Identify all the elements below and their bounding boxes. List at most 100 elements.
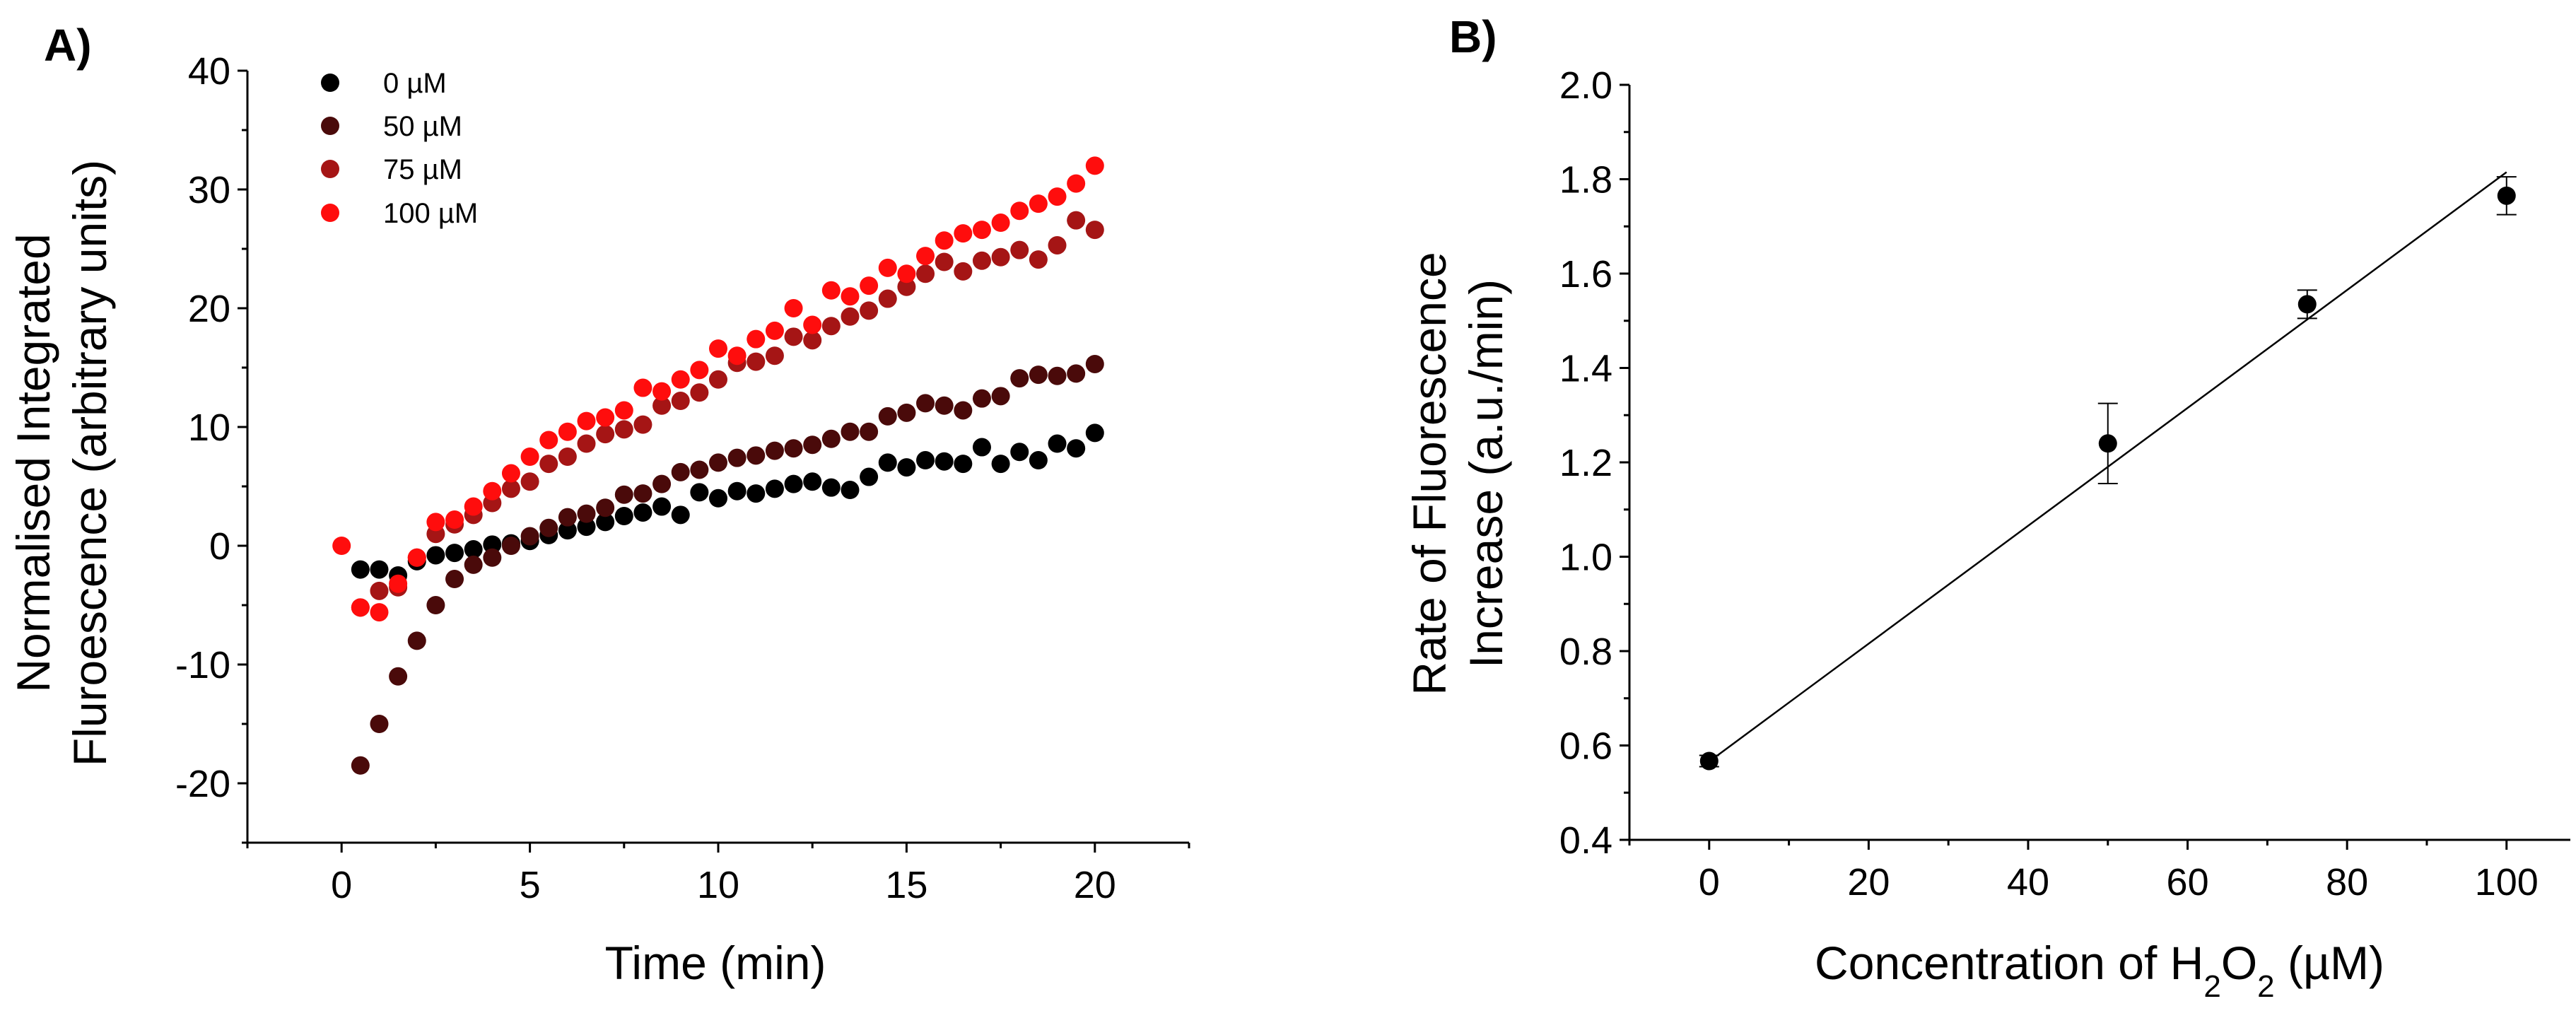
panel-b-x-title-part-1: Concentration of H — [1815, 937, 2203, 989]
panel-a-data-points — [332, 156, 1104, 775]
panel-b-x-tick-label: 20 — [1847, 861, 1890, 903]
point-50-um — [483, 548, 502, 567]
panel-b-x-title-subscript-2: 2 — [2257, 969, 2274, 1004]
legend-marker-0uM — [321, 74, 339, 92]
legend-marker-50uM — [321, 117, 339, 135]
point-100-um — [539, 431, 558, 450]
point-75-um — [1067, 211, 1086, 230]
point-75-um — [709, 370, 727, 389]
point-0-um — [1048, 434, 1067, 453]
point-0-um — [1067, 439, 1086, 458]
point-100-um — [803, 315, 822, 334]
point-75-um — [539, 455, 558, 474]
point-50-um — [727, 448, 747, 467]
panel-a-x-title: Time (min) — [605, 937, 826, 989]
point-0-um — [370, 560, 389, 579]
panel-b-y-tick-label: 0.8 — [1559, 631, 1612, 673]
panel-b-x-title-subscript-1: 2 — [2203, 969, 2220, 1004]
point-100-um — [351, 598, 370, 617]
point-100-um — [954, 224, 973, 243]
point-50-um — [407, 631, 426, 650]
point-0-um — [991, 455, 1010, 474]
point-50-um — [445, 570, 464, 589]
point-75-um — [916, 264, 935, 283]
point-100-um — [370, 603, 389, 622]
panel-b-y-tick-label: 1.0 — [1559, 537, 1612, 579]
point-75-um — [370, 581, 389, 600]
point-75-um — [841, 307, 860, 326]
point-50-um — [1085, 354, 1104, 373]
point-100-um — [332, 537, 351, 555]
point-0-um — [464, 540, 483, 559]
point-100-um — [841, 287, 860, 306]
point-0-um — [577, 517, 596, 537]
point-75-um — [803, 331, 822, 350]
point-0-um — [351, 560, 370, 579]
point-0-um — [954, 455, 973, 474]
point-0-um — [784, 474, 803, 493]
point-0-um — [765, 479, 784, 498]
panel-a-x-ticks: 0 5 10 15 20 — [246, 843, 1190, 906]
data-point — [1699, 751, 1719, 771]
point-100-um — [633, 378, 652, 397]
point-0-um — [821, 478, 841, 497]
point-100-um — [407, 548, 426, 567]
point-50-um — [747, 446, 766, 465]
point-50-um — [501, 537, 520, 555]
point-100-um — [596, 408, 615, 427]
point-0-um — [671, 505, 690, 525]
point-50-um — [389, 667, 408, 686]
legend-marker-100uM — [321, 204, 339, 222]
point-50-um — [558, 508, 577, 527]
point-0-um — [1010, 443, 1029, 462]
point-50-um — [464, 555, 483, 574]
series-100-um — [332, 156, 1104, 622]
point-0-um — [596, 513, 615, 532]
data-point — [2497, 186, 2516, 205]
point-75-um — [972, 251, 991, 270]
panel-b-y-tick-label: 2.0 — [1559, 64, 1612, 107]
panel-a-y-tick-label: 10 — [188, 406, 230, 449]
panel-b-y-tick-label: 1.8 — [1559, 159, 1612, 201]
point-0-um — [727, 481, 747, 501]
point-0-um — [860, 467, 879, 486]
point-50-um — [652, 474, 672, 493]
point-75-um — [577, 434, 596, 453]
point-100-um — [935, 231, 954, 250]
point-75-um — [690, 383, 709, 402]
panel-b-y-tick-label: 1.4 — [1559, 348, 1612, 390]
point-50-um — [1029, 365, 1048, 385]
point-100-um — [747, 329, 766, 349]
point-50-um — [954, 401, 973, 420]
point-75-um — [671, 392, 690, 411]
point-50-um — [690, 460, 709, 479]
point-0-um — [690, 483, 709, 502]
point-75-um — [614, 420, 633, 439]
panel-a-x-tick-label: 5 — [520, 864, 541, 906]
panel-a-y-tick-label: 30 — [188, 169, 230, 211]
point-75-um — [652, 396, 672, 415]
panel-a-x-tick-label: 0 — [331, 864, 352, 906]
panel-b-x-tick-label: 0 — [1699, 861, 1720, 903]
panel-b-x-tick-label: 100 — [2475, 861, 2539, 903]
point-50-um — [370, 715, 389, 733]
point-0-um — [1029, 451, 1048, 470]
panel-a: A) -20 -10 0 10 20 30 40 0 5 10 15 20 Normalised I… — [7, 20, 1190, 989]
panel-a-y-tick-label: -20 — [175, 763, 230, 805]
point-50-um — [935, 396, 954, 415]
point-0-um — [445, 544, 464, 563]
point-50-um — [577, 504, 596, 523]
point-0-um — [652, 497, 672, 516]
point-50-um — [916, 394, 935, 413]
point-100-um — [614, 401, 633, 420]
data-point — [2098, 434, 2117, 453]
point-50-um — [596, 498, 615, 517]
panel-b-x-ticks: 0 20 40 60 80 100 — [1628, 840, 2539, 903]
point-0-um — [483, 535, 502, 554]
point-50-um — [784, 439, 803, 458]
point-50-um — [991, 387, 1010, 406]
point-0-um — [426, 546, 445, 565]
point-0-um — [803, 472, 822, 491]
point-75-um — [935, 252, 954, 271]
